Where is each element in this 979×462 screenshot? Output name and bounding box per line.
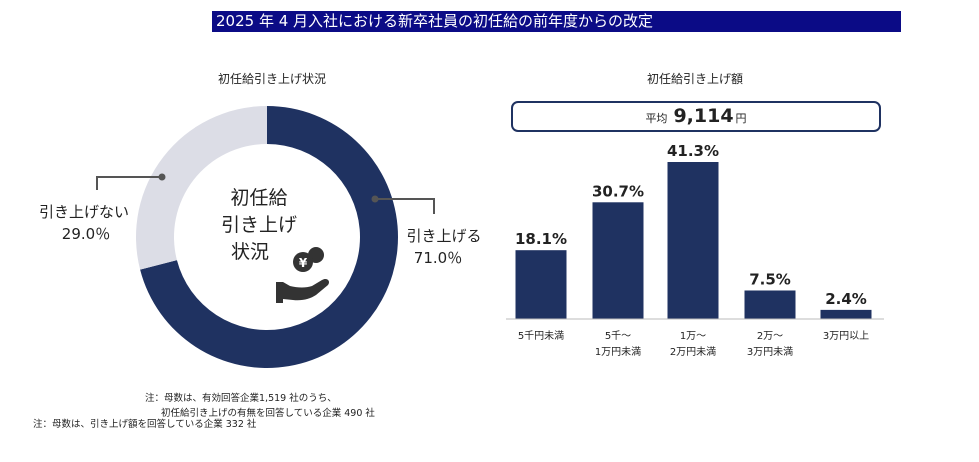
donut-note-line1: 注：母数は、有効回答企業1,519 社のうち、 — [145, 393, 337, 404]
bar-category-label-4-line2: 3万円未満 — [747, 346, 793, 358]
coin-front — [293, 252, 313, 272]
page-title: 2025 年 4 月入社における新卒社員の初任給の前年度からの改定 — [212, 11, 901, 32]
bar-category-label-2-line2: 1万円未満 — [595, 346, 641, 358]
legend-noraise-label: 引き上げない — [39, 203, 129, 221]
donut-center-line3: 状況 — [231, 241, 269, 263]
legend-raise-value: 71.0％ — [414, 249, 462, 267]
donut-slice-noraise — [136, 106, 267, 270]
average-label: 平均 — [645, 112, 668, 125]
donut-slice-raise — [140, 106, 398, 368]
average-unit: 円 — [735, 112, 747, 125]
bar-subtitle: 初任給引き上げ額 — [646, 72, 743, 86]
bar-value-label-2: 30.7% — [592, 182, 644, 200]
donut-note-line2: 初任給引き上げの有無を回答している企業 490 社 — [161, 408, 375, 419]
bar-1 — [515, 250, 567, 319]
bar-2 — [592, 202, 644, 319]
bar-note: 注：母数は、引き上げ額を回答している企業 332 社 — [33, 419, 257, 430]
hand-shape — [276, 278, 330, 303]
bar-category-label-3-line2: 2万円未満 — [670, 346, 716, 358]
bar-value-label-4: 7.5% — [749, 270, 791, 288]
bar-value-label-1: 18.1% — [515, 230, 567, 248]
average-value: 9,114 — [673, 105, 734, 127]
bar-category-label-4-line1: 2万～ — [757, 331, 783, 342]
hand-with-coins-icon: ¥ — [276, 247, 330, 303]
bar-category-label-1-line1: 5千円未満 — [518, 330, 564, 342]
bar-3 — [667, 162, 719, 319]
donut-center-line1: 初任給 — [230, 187, 287, 209]
average-box: 平均 9,114 円 — [511, 101, 881, 132]
leader-line-noraise — [96, 176, 162, 190]
legend-noraise-value: 29.0％ — [62, 225, 110, 243]
bar-4 — [744, 290, 796, 319]
bar-category-label-3-line1: 1万～ — [680, 331, 706, 342]
leader-line-raise — [375, 198, 435, 214]
bar-5 — [820, 309, 872, 319]
bar-value-label-3: 41.3% — [667, 142, 719, 160]
bar-category-label-5-line1: 3万円以上 — [823, 330, 869, 342]
bar-value-label-5: 2.4% — [825, 290, 867, 308]
donut-center-line2: 引き上げ — [221, 214, 297, 236]
legend-raise-label: 引き上げる — [406, 227, 481, 245]
yen-symbol: ¥ — [299, 256, 308, 270]
bar-category-label-2-line1: 5千～ — [605, 330, 631, 342]
donut-subtitle: 初任給引き上げ状況 — [217, 72, 326, 86]
